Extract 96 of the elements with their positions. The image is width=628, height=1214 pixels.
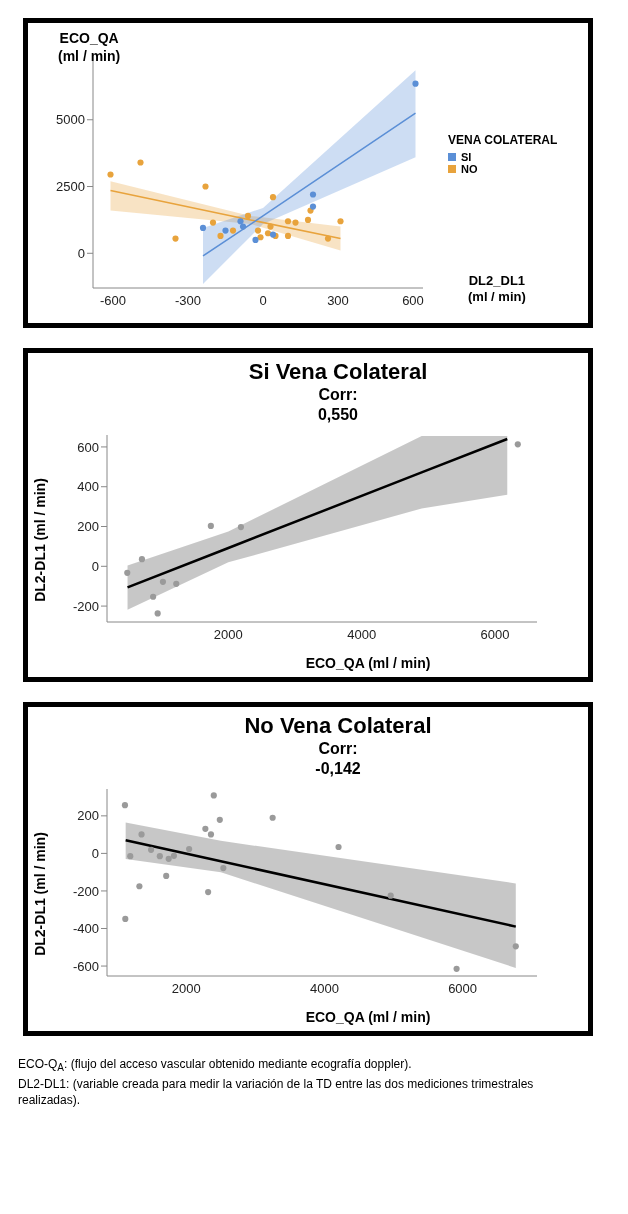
point <box>237 218 244 225</box>
y-tick-label: 0 <box>91 846 99 862</box>
legend-label: NO <box>460 163 479 175</box>
chart-title: No Vena Colateral <box>243 713 433 739</box>
y-tick-label: 600 <box>77 439 99 455</box>
chart-subtitle: Corr: 0,550 <box>316 385 359 425</box>
point <box>210 792 217 799</box>
point <box>304 216 312 223</box>
chart-title: Si Vena Colateral <box>247 359 429 385</box>
point <box>172 235 179 242</box>
point <box>124 569 131 576</box>
y-tick-label: 200 <box>77 808 99 824</box>
y-tick-label: 200 <box>77 519 99 535</box>
chart-subtitle: Corr: -0,142 <box>314 739 362 779</box>
point <box>453 965 460 972</box>
point <box>163 872 170 880</box>
x-tick-label: 4000 <box>309 981 339 997</box>
point <box>512 943 519 950</box>
point <box>199 224 207 231</box>
point <box>252 236 259 244</box>
point <box>514 441 521 448</box>
point <box>136 883 143 890</box>
point <box>284 218 292 225</box>
point <box>138 831 145 838</box>
point <box>229 227 237 234</box>
point <box>269 194 277 201</box>
point <box>257 234 264 241</box>
point <box>220 864 227 872</box>
point <box>202 825 209 832</box>
y-axis-title: DL2-DL1 (ml / min) <box>32 478 49 602</box>
point <box>122 915 129 923</box>
point <box>173 580 180 587</box>
y-tick-label: 0 <box>91 558 99 574</box>
x-tick-label: 600 <box>402 293 424 309</box>
point <box>239 223 247 230</box>
point <box>127 853 134 860</box>
point <box>292 219 299 226</box>
point <box>309 203 317 210</box>
y-tick-label: -600 <box>72 958 99 974</box>
point <box>284 232 292 240</box>
y-tick-label: 2500 <box>56 179 85 195</box>
point <box>159 578 167 585</box>
point <box>237 524 245 531</box>
point <box>324 235 332 242</box>
x-axis-title: DL2_DL1 (ml / min) <box>468 273 526 305</box>
point <box>216 816 223 823</box>
point <box>205 888 212 896</box>
point <box>107 171 114 178</box>
text: DL2-DL1: (variable creada para medir la variación de la TD entre las dos mediciones trimestrales realizadas). <box>18 1076 535 1109</box>
point <box>412 80 419 87</box>
point <box>387 892 394 899</box>
y-tick-label: 400 <box>77 479 99 495</box>
point <box>269 814 276 821</box>
text: ECO-Q$_{A}$: (flujo del acceso vascular obtenido mediante ecografía doppler). <box>18 1056 413 1076</box>
point <box>156 853 163 860</box>
point <box>254 227 262 234</box>
x-axis-title: ECO_QA (ml / min) <box>304 655 432 671</box>
x-tick-label: 0 <box>259 293 267 309</box>
point <box>264 230 272 237</box>
point <box>207 831 215 838</box>
x-tick-label: 4000 <box>347 627 377 643</box>
legend-label: SI <box>460 151 473 163</box>
point <box>337 218 344 225</box>
point <box>150 593 157 600</box>
point <box>267 223 274 230</box>
point <box>137 159 144 166</box>
point <box>207 522 214 529</box>
point <box>335 843 342 851</box>
point <box>147 846 155 853</box>
point <box>170 852 178 859</box>
x-axis-title: ECO_QA (ml / min) <box>304 1009 432 1025</box>
y-tick-label: -400 <box>72 921 99 937</box>
x-tick-label: 6000 <box>448 981 478 997</box>
y-axis-title: ECO_QA (ml / min) <box>58 29 121 65</box>
x-tick-label: 300 <box>327 293 349 309</box>
x-tick-label: -300 <box>174 293 202 309</box>
x-tick-label: 2000 <box>171 981 201 997</box>
point <box>244 212 252 219</box>
y-tick-label: -200 <box>72 883 99 899</box>
point <box>209 219 217 226</box>
point <box>165 855 172 862</box>
point <box>186 846 193 853</box>
point <box>222 227 229 234</box>
y-tick-label: -200 <box>72 598 99 614</box>
point <box>138 556 146 563</box>
point <box>309 191 317 198</box>
point <box>202 183 209 190</box>
point <box>154 610 161 617</box>
legend-title: VENA COLATERAL <box>448 133 559 147</box>
y-axis-title: DL2-DL1 (ml / min) <box>32 832 49 956</box>
x-tick-label: 2000 <box>213 627 243 643</box>
x-tick-label: 6000 <box>480 627 510 643</box>
point <box>121 802 129 809</box>
point <box>217 232 224 240</box>
y-tick-label: 0 <box>77 245 85 261</box>
y-tick-label: 5000 <box>56 112 85 128</box>
